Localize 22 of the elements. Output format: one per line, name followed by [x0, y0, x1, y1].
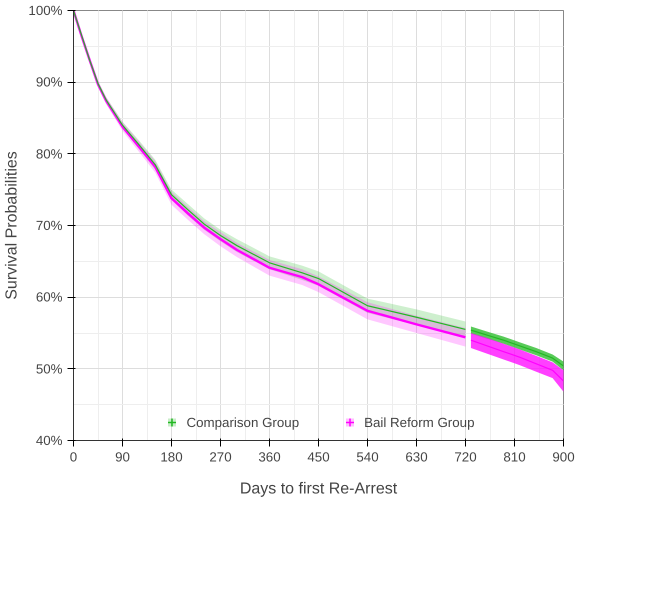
x-tick-label: 540: [356, 450, 379, 464]
x-tick-label: 630: [405, 450, 428, 464]
x-tick-label: 90: [115, 450, 130, 464]
y-tick-label: 80%: [36, 146, 63, 162]
x-tick-label: 180: [160, 450, 183, 464]
x-tick-label: 0: [70, 450, 78, 464]
y-tick-label: 70%: [36, 218, 63, 233]
y-tick-label: 40%: [36, 433, 63, 448]
y-tick-label: 50%: [36, 361, 63, 376]
y-tick-label: 100%: [28, 3, 63, 18]
x-tick-label: 360: [258, 450, 281, 464]
y-tick-label: 90%: [36, 74, 63, 90]
y-axis-title: Survival Probabilities: [3, 151, 20, 300]
legend-label: Comparison Group: [186, 414, 300, 430]
y-tick-label: 60%: [36, 290, 63, 305]
x-tick-label: 720: [454, 450, 477, 464]
x-tick-label: 900: [552, 450, 575, 464]
x-tick-label: 450: [307, 450, 330, 464]
x-tick-label: 810: [503, 450, 526, 464]
x-tick-label: 270: [209, 450, 232, 464]
legend-label: Bail Reform Group: [364, 414, 474, 430]
x-axis-title: Days to first Re-Arrest: [240, 480, 398, 498]
